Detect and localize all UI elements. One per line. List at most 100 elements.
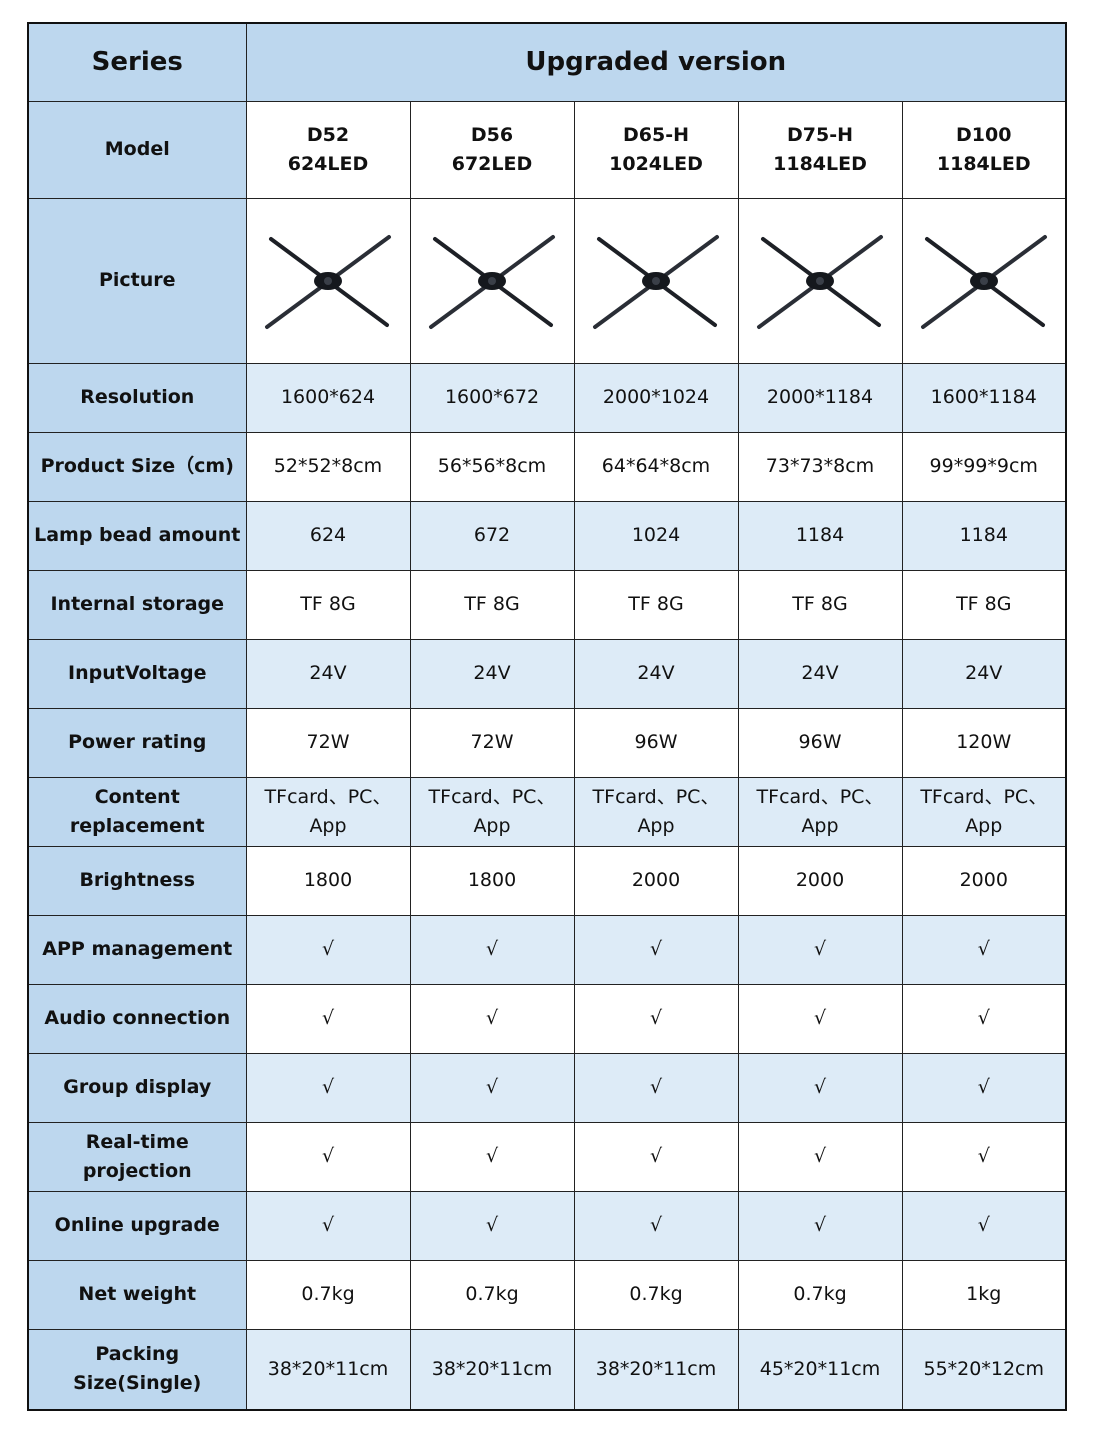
spec-value: 24V — [737, 638, 903, 709]
spec-value: 38*20*11cm — [573, 1328, 739, 1411]
row-label: APP management — [27, 914, 247, 985]
spec-value: 2000 — [573, 845, 739, 916]
spec-value: 52*52*8cm — [245, 431, 411, 502]
spec-value: 0.7kg — [573, 1259, 739, 1330]
row-label: Group display — [27, 1052, 247, 1123]
spec-value: 24V — [901, 638, 1067, 709]
spec-value: √ — [573, 914, 739, 985]
spec-value: 45*20*11cm — [737, 1328, 903, 1411]
spec-value: √ — [901, 983, 1067, 1054]
series-header: Series — [27, 22, 247, 102]
picture-cell — [245, 197, 411, 364]
spec-value: 0.7kg — [737, 1259, 903, 1330]
model-name: D75-H — [787, 123, 853, 146]
spec-value: 672 — [409, 500, 575, 571]
spec-value: TF 8G — [737, 569, 903, 640]
spec-value: 1800 — [245, 845, 411, 916]
spec-value: 72W — [245, 707, 411, 778]
row-label: Packing Size(Single) — [27, 1328, 247, 1411]
model-row: Model D52 624LED D56 672LED D65-H 1024LED D75-… — [27, 100, 1067, 199]
spec-value: TFcard、PC、App — [245, 776, 411, 847]
spec-value: 2000*1184 — [737, 362, 903, 433]
spec-row: APP management √ √ √ √ √ — [27, 914, 1067, 985]
header-row: Series Upgraded version — [27, 22, 1067, 102]
row-label: InputVoltage — [27, 638, 247, 709]
model-cell: D56 672LED — [409, 100, 575, 199]
spec-value: 96W — [573, 707, 739, 778]
spec-value: 2000 — [737, 845, 903, 916]
model-leds: 672LED — [451, 152, 533, 175]
spec-value: √ — [573, 1190, 739, 1261]
spec-value: 72W — [409, 707, 575, 778]
spec-row: Packing Size(Single) 38*20*11cm 38*20*11cm… — [27, 1328, 1067, 1411]
spec-value: 624 — [245, 500, 411, 571]
spec-value: 96W — [737, 707, 903, 778]
spec-value: √ — [573, 983, 739, 1054]
spec-value: 1184 — [737, 500, 903, 571]
model-name: D100 — [956, 123, 1012, 146]
spec-value: 1800 — [409, 845, 575, 916]
spec-value: 24V — [409, 638, 575, 709]
picture-cell — [573, 197, 739, 364]
spec-value: √ — [409, 914, 575, 985]
row-label: Lamp bead amount — [27, 500, 247, 571]
spec-value: 38*20*11cm — [409, 1328, 575, 1411]
spec-value: √ — [573, 1121, 739, 1192]
spec-row: Power rating 72W 72W 96W 96W 120W — [27, 707, 1067, 778]
model-leds: 624LED — [287, 152, 369, 175]
spec-value: √ — [409, 1190, 575, 1261]
picture-cell — [737, 197, 903, 364]
spec-value: 120W — [901, 707, 1067, 778]
spec-value: √ — [737, 983, 903, 1054]
model-leds: 1184LED — [936, 152, 1031, 175]
spec-value: TF 8G — [409, 569, 575, 640]
spec-row: Content replacement TFcard、PC、App TFcard、P… — [27, 776, 1067, 847]
spec-value: TF 8G — [245, 569, 411, 640]
spec-value: 1184 — [901, 500, 1067, 571]
row-label: Real-time projection — [27, 1121, 247, 1192]
spec-value: √ — [409, 1052, 575, 1123]
spec-value: 0.7kg — [245, 1259, 411, 1330]
spec-value: 1600*1184 — [901, 362, 1067, 433]
row-label: Model — [27, 100, 247, 199]
spec-value: 55*20*12cm — [901, 1328, 1067, 1411]
spec-value: √ — [409, 1121, 575, 1192]
spec-value: √ — [245, 1052, 411, 1123]
spec-row: Brightness 1800 1800 2000 2000 2000 — [27, 845, 1067, 916]
spec-row: Resolution 1600*624 1600*672 2000*1024 2000*… — [27, 362, 1067, 433]
row-label: Brightness — [27, 845, 247, 916]
spec-value: √ — [245, 1121, 411, 1192]
spec-row: Real-time projection √ √ √ √ √ — [27, 1121, 1067, 1192]
spec-row: Product Size（cm) 52*52*8cm 56*56*8cm 64*64*… — [27, 431, 1067, 502]
spec-value: TFcard、PC、App — [409, 776, 575, 847]
model-cell: D52 624LED — [245, 100, 411, 199]
spec-row: Net weight 0.7kg 0.7kg 0.7kg 0.7kg 1kg — [27, 1259, 1067, 1330]
spec-value: TFcard、PC、App — [573, 776, 739, 847]
model-name: D56 — [470, 123, 514, 146]
spec-value: √ — [245, 1190, 411, 1261]
row-label: Picture — [27, 197, 247, 364]
model-cell: D75-H 1184LED — [737, 100, 903, 199]
spec-row: Online upgrade √ √ √ √ √ — [27, 1190, 1067, 1261]
spec-value: 73*73*8cm — [737, 431, 903, 502]
spec-value: 64*64*8cm — [573, 431, 739, 502]
picture-cell — [901, 197, 1067, 364]
spec-row: Internal storage TF 8G TF 8G TF 8G TF 8G TF 8… — [27, 569, 1067, 640]
model-leds: 1184LED — [773, 152, 867, 175]
spec-value: √ — [737, 1052, 903, 1123]
spec-value: 1600*624 — [245, 362, 411, 433]
spec-value: √ — [901, 914, 1067, 985]
spec-value: √ — [901, 1052, 1067, 1123]
hologram-fan-icon — [429, 234, 555, 329]
spec-row: Audio connection √ √ √ √ √ — [27, 983, 1067, 1054]
row-label: Content replacement — [27, 776, 247, 847]
model-cell: D100 1184LED — [901, 100, 1067, 199]
row-label: Power rating — [27, 707, 247, 778]
spec-value: √ — [901, 1121, 1067, 1192]
version-header: Upgraded version — [245, 22, 1067, 102]
spec-value: √ — [737, 914, 903, 985]
row-label: Internal storage — [27, 569, 247, 640]
spec-value: TFcard、PC、App — [901, 776, 1067, 847]
row-label: Online upgrade — [27, 1190, 247, 1261]
spec-value: 2000 — [901, 845, 1067, 916]
